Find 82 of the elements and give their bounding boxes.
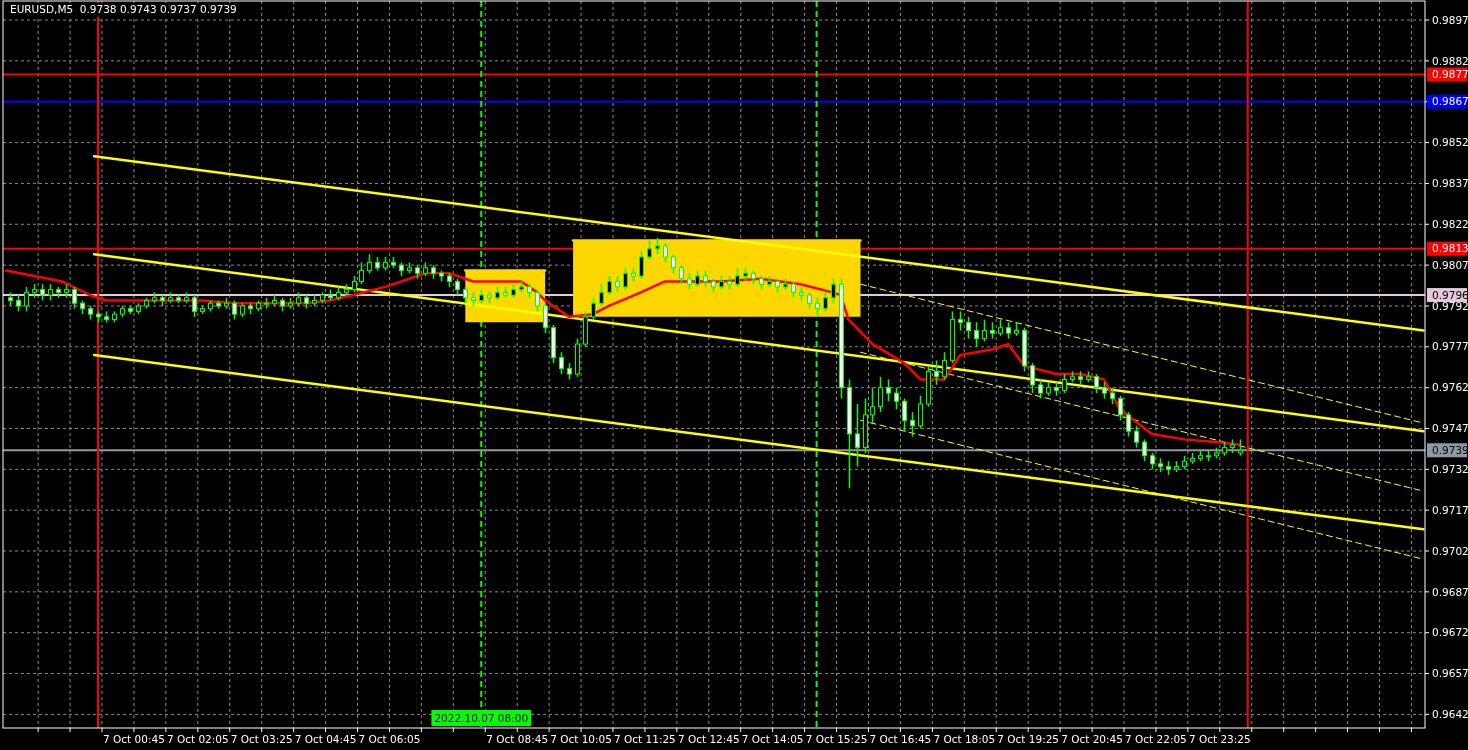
candlestick bbox=[966, 316, 971, 340]
candlestick bbox=[559, 351, 564, 375]
ref-line-label: 0.9796 bbox=[1432, 288, 1468, 301]
x-tick-label: 7 Oct 12:45 bbox=[677, 733, 740, 745]
y-tick-label: 0.9717 bbox=[1432, 503, 1468, 516]
candlestick bbox=[934, 359, 939, 386]
candlestick bbox=[623, 267, 628, 291]
y-tick-label: 0.9822 bbox=[1432, 217, 1468, 230]
candlestick bbox=[72, 286, 77, 310]
x-tick-label: 7 Oct 06:05 bbox=[358, 733, 421, 745]
y-tick-label: 0.9642 bbox=[1432, 708, 1468, 721]
candlestick bbox=[1094, 373, 1099, 394]
x-tick-label: 7 Oct 11:25 bbox=[614, 733, 676, 745]
y-tick-label: 0.9702 bbox=[1432, 544, 1468, 557]
candlestick bbox=[543, 302, 548, 334]
candlestick bbox=[870, 386, 875, 424]
candlestick bbox=[1118, 395, 1123, 422]
y-tick-label: 0.9837 bbox=[1432, 177, 1468, 190]
candlestick bbox=[918, 395, 923, 430]
chart-title: EURUSD,M5 0.9738 0.9743 0.9737 0.9739 bbox=[10, 3, 237, 15]
x-tick-label: 7 Oct 04:45 bbox=[294, 733, 357, 745]
candlestick bbox=[359, 261, 364, 285]
candlestick bbox=[942, 351, 947, 381]
candlestick bbox=[663, 242, 668, 264]
candlestick bbox=[535, 288, 540, 313]
candlestick bbox=[607, 275, 612, 296]
candlestick bbox=[24, 286, 29, 313]
y-tick-label: 0.9777 bbox=[1432, 340, 1468, 353]
x-tick-label: 7 Oct 14:05 bbox=[741, 733, 804, 745]
candlestick bbox=[831, 277, 836, 304]
candlestick bbox=[886, 378, 891, 403]
candlestick bbox=[958, 310, 963, 332]
x-tick-label: 7 Oct 19:25 bbox=[997, 733, 1060, 745]
candlestick bbox=[1142, 438, 1147, 462]
x-tick-label: 7 Oct 20:45 bbox=[1061, 733, 1123, 745]
candlestick bbox=[1030, 362, 1035, 394]
y-tick-label: 0.9672 bbox=[1432, 626, 1468, 639]
y-tick-label: 0.9897 bbox=[1432, 13, 1468, 26]
candlestick bbox=[878, 376, 883, 413]
x-tick-label: 7 Oct 02:05 bbox=[166, 733, 229, 745]
candlestick bbox=[894, 386, 899, 411]
candlestick bbox=[1126, 411, 1131, 438]
y-tick-label: 0.9852 bbox=[1432, 136, 1468, 149]
candlestick bbox=[902, 397, 907, 432]
x-tick-label: 7 Oct 03:25 bbox=[230, 733, 293, 745]
x-tick-label: 7 Oct 00:45 bbox=[103, 733, 165, 745]
ref-line-label: 0.9739 bbox=[1432, 443, 1468, 456]
candlestick bbox=[599, 283, 604, 307]
ref-line-label: 2022.10.07 08:00 bbox=[434, 712, 529, 724]
candlestick bbox=[639, 250, 644, 280]
y-tick-label: 0.9807 bbox=[1432, 258, 1468, 271]
x-tick-label: 7 Oct 22:05 bbox=[1125, 733, 1187, 745]
y-tick-label: 0.9882 bbox=[1432, 54, 1468, 67]
y-tick-label: 0.9687 bbox=[1432, 585, 1468, 598]
x-tick-label: 7 Oct 15:25 bbox=[805, 733, 868, 745]
candlestick bbox=[1062, 373, 1067, 394]
candlestick bbox=[974, 321, 979, 348]
y-tick-label: 0.9762 bbox=[1432, 381, 1468, 394]
candlestick bbox=[1134, 425, 1139, 449]
x-tick-label: 7 Oct 08:45 bbox=[486, 733, 549, 745]
candlestick bbox=[591, 297, 596, 321]
y-tick-label: 0.9792 bbox=[1432, 299, 1468, 312]
x-tick-label: 7 Oct 10:05 bbox=[550, 733, 612, 745]
candlestick bbox=[735, 267, 740, 288]
y-tick-label: 0.9747 bbox=[1432, 422, 1468, 435]
candlestick bbox=[679, 264, 684, 285]
x-tick-label: 7 Oct 18:05 bbox=[933, 733, 996, 745]
y-tick-label: 0.9732 bbox=[1432, 463, 1468, 475]
candlestick bbox=[647, 239, 652, 261]
candlestick bbox=[671, 253, 676, 275]
candlestick bbox=[855, 403, 860, 468]
candlestick bbox=[232, 299, 237, 321]
candlestick bbox=[823, 291, 828, 313]
candlestick bbox=[910, 411, 915, 438]
x-tick-label: 7 Oct 16:45 bbox=[869, 733, 932, 745]
candlestick bbox=[367, 253, 372, 275]
x-tick-label: 7 Oct 23:25 bbox=[1188, 733, 1251, 745]
candlestick bbox=[982, 318, 987, 343]
candlestick bbox=[815, 297, 820, 318]
y-tick-label: 0.9657 bbox=[1432, 667, 1468, 680]
candlestick bbox=[1038, 378, 1043, 400]
candlestick bbox=[192, 294, 197, 318]
